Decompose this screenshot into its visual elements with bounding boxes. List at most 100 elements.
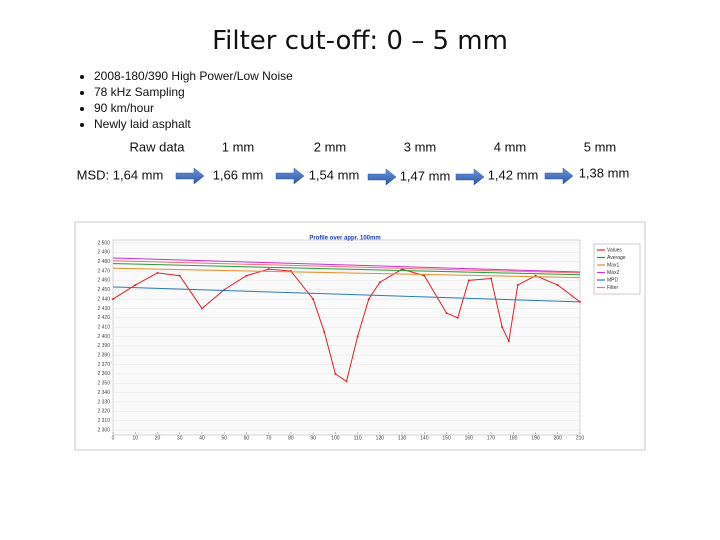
y-tick-label: 2 350 [97,381,110,387]
filter-label: 5 mm [584,139,617,154]
x-tick-label: 50 [221,435,227,441]
series-line [112,267,581,279]
x-tick-label: 30 [177,435,183,441]
y-tick-label: 2 310 [97,418,110,424]
x-tick-label: 160 [465,435,474,441]
arrow [367,168,397,186]
x-tick-label: 200 [554,435,563,441]
x-tick-label: 150 [442,435,451,441]
point [456,316,459,319]
x-tick-label: 110 [354,435,362,441]
point [312,298,315,301]
bullet: 78 kHz Sampling [94,84,293,100]
point [267,268,270,271]
series-line [112,260,581,274]
filter-label: 3 mm [404,139,437,154]
x-tick-label: 170 [487,435,496,441]
x-tick-label: 40 [199,435,205,441]
x-tick-label: 130 [398,435,407,441]
x-tick-label: 10 [132,435,138,441]
bullet: 90 km/hour [94,100,293,116]
y-tick-label: 2 500 [97,240,110,246]
point [134,284,137,287]
point [245,274,248,277]
x-tick-label: 140 [420,435,429,441]
point [507,340,510,343]
legend-label: MPD [607,277,619,283]
y-tick-label: 2 380 [97,353,110,359]
y-tick-label: 2 360 [97,371,110,377]
y-tick-label: 2 390 [97,343,110,349]
x-tick-label: 20 [155,435,161,441]
series-line [112,257,581,273]
point [112,298,114,301]
y-tick-label: 2 440 [97,296,110,302]
x-tick-label: 0 [112,435,115,441]
y-tick-label: 2 430 [97,306,110,312]
point [516,284,519,287]
point [334,372,337,375]
bullet-list: 2008-180/390 High Power/Low Noise 78 kHz… [78,68,293,132]
point [501,326,504,329]
filter-label: 1 mm [222,139,255,154]
arrow [275,167,305,185]
y-tick-label: 2 410 [97,324,110,330]
point [467,279,470,282]
chart-title: Profile over appr. 100mm [309,236,380,242]
point [556,284,559,287]
point [378,281,381,284]
y-tick-label: 2 470 [97,268,110,274]
point [345,380,348,383]
y-tick-label: 2 450 [97,287,110,293]
x-tick-label: 120 [376,435,385,441]
y-tick-label: 2 330 [97,399,110,405]
point [445,312,448,315]
x-tick-label: 210 [576,435,585,441]
y-tick-label: 2 340 [97,390,110,396]
x-tick-label: 180 [509,435,518,441]
filter-row: Raw data 1 mm 2 mm 3 mm 4 mm 5 mm MSD: 1… [77,139,630,183]
arrow [455,168,485,186]
point [323,330,326,333]
msd-value: MSD: 1,64 mm [77,167,164,182]
y-tick-label: 2 300 [97,427,110,433]
series-line [112,286,581,303]
legend-label: Max1 [607,262,619,268]
y-tick-label: 2 320 [97,409,110,415]
msd-value: 1,66 mm [213,167,264,182]
point [423,274,426,277]
arrow [544,167,574,185]
msd-value: 1,42 mm [488,167,539,182]
filter-label: 2 mm [314,139,347,154]
x-tick-label: 60 [244,435,250,441]
slide-title: Filter cut-off: 0 – 5 mm [212,26,508,56]
arrow [175,167,205,185]
x-tick-label: 90 [310,435,316,441]
series-line [112,268,581,383]
point [178,274,181,277]
point [200,307,203,310]
point [356,335,359,338]
x-tick-label: 70 [266,435,272,441]
y-tick-label: 2 490 [97,250,110,256]
legend-label: Max2 [607,270,619,276]
legend-label: Filter [607,285,618,291]
series-line [112,263,581,276]
msd-value: 1,54 mm [309,167,360,182]
y-tick-label: 2 420 [97,315,110,321]
filter-label: Raw data [130,139,186,154]
y-tick-label: 2 370 [97,362,110,368]
legend-label: Average [607,255,626,261]
bullet: Newly laid asphalt [94,116,293,132]
point [156,271,159,274]
filter-label: 4 mm [494,139,527,154]
legend-label: Values [607,247,622,253]
msd-value: 1,47 mm [400,168,451,183]
y-tick-label: 2 460 [97,278,110,284]
y-tick-label: 2 400 [97,334,110,340]
x-tick-label: 80 [288,435,294,441]
point [490,277,493,280]
x-tick-label: 100 [331,435,340,441]
